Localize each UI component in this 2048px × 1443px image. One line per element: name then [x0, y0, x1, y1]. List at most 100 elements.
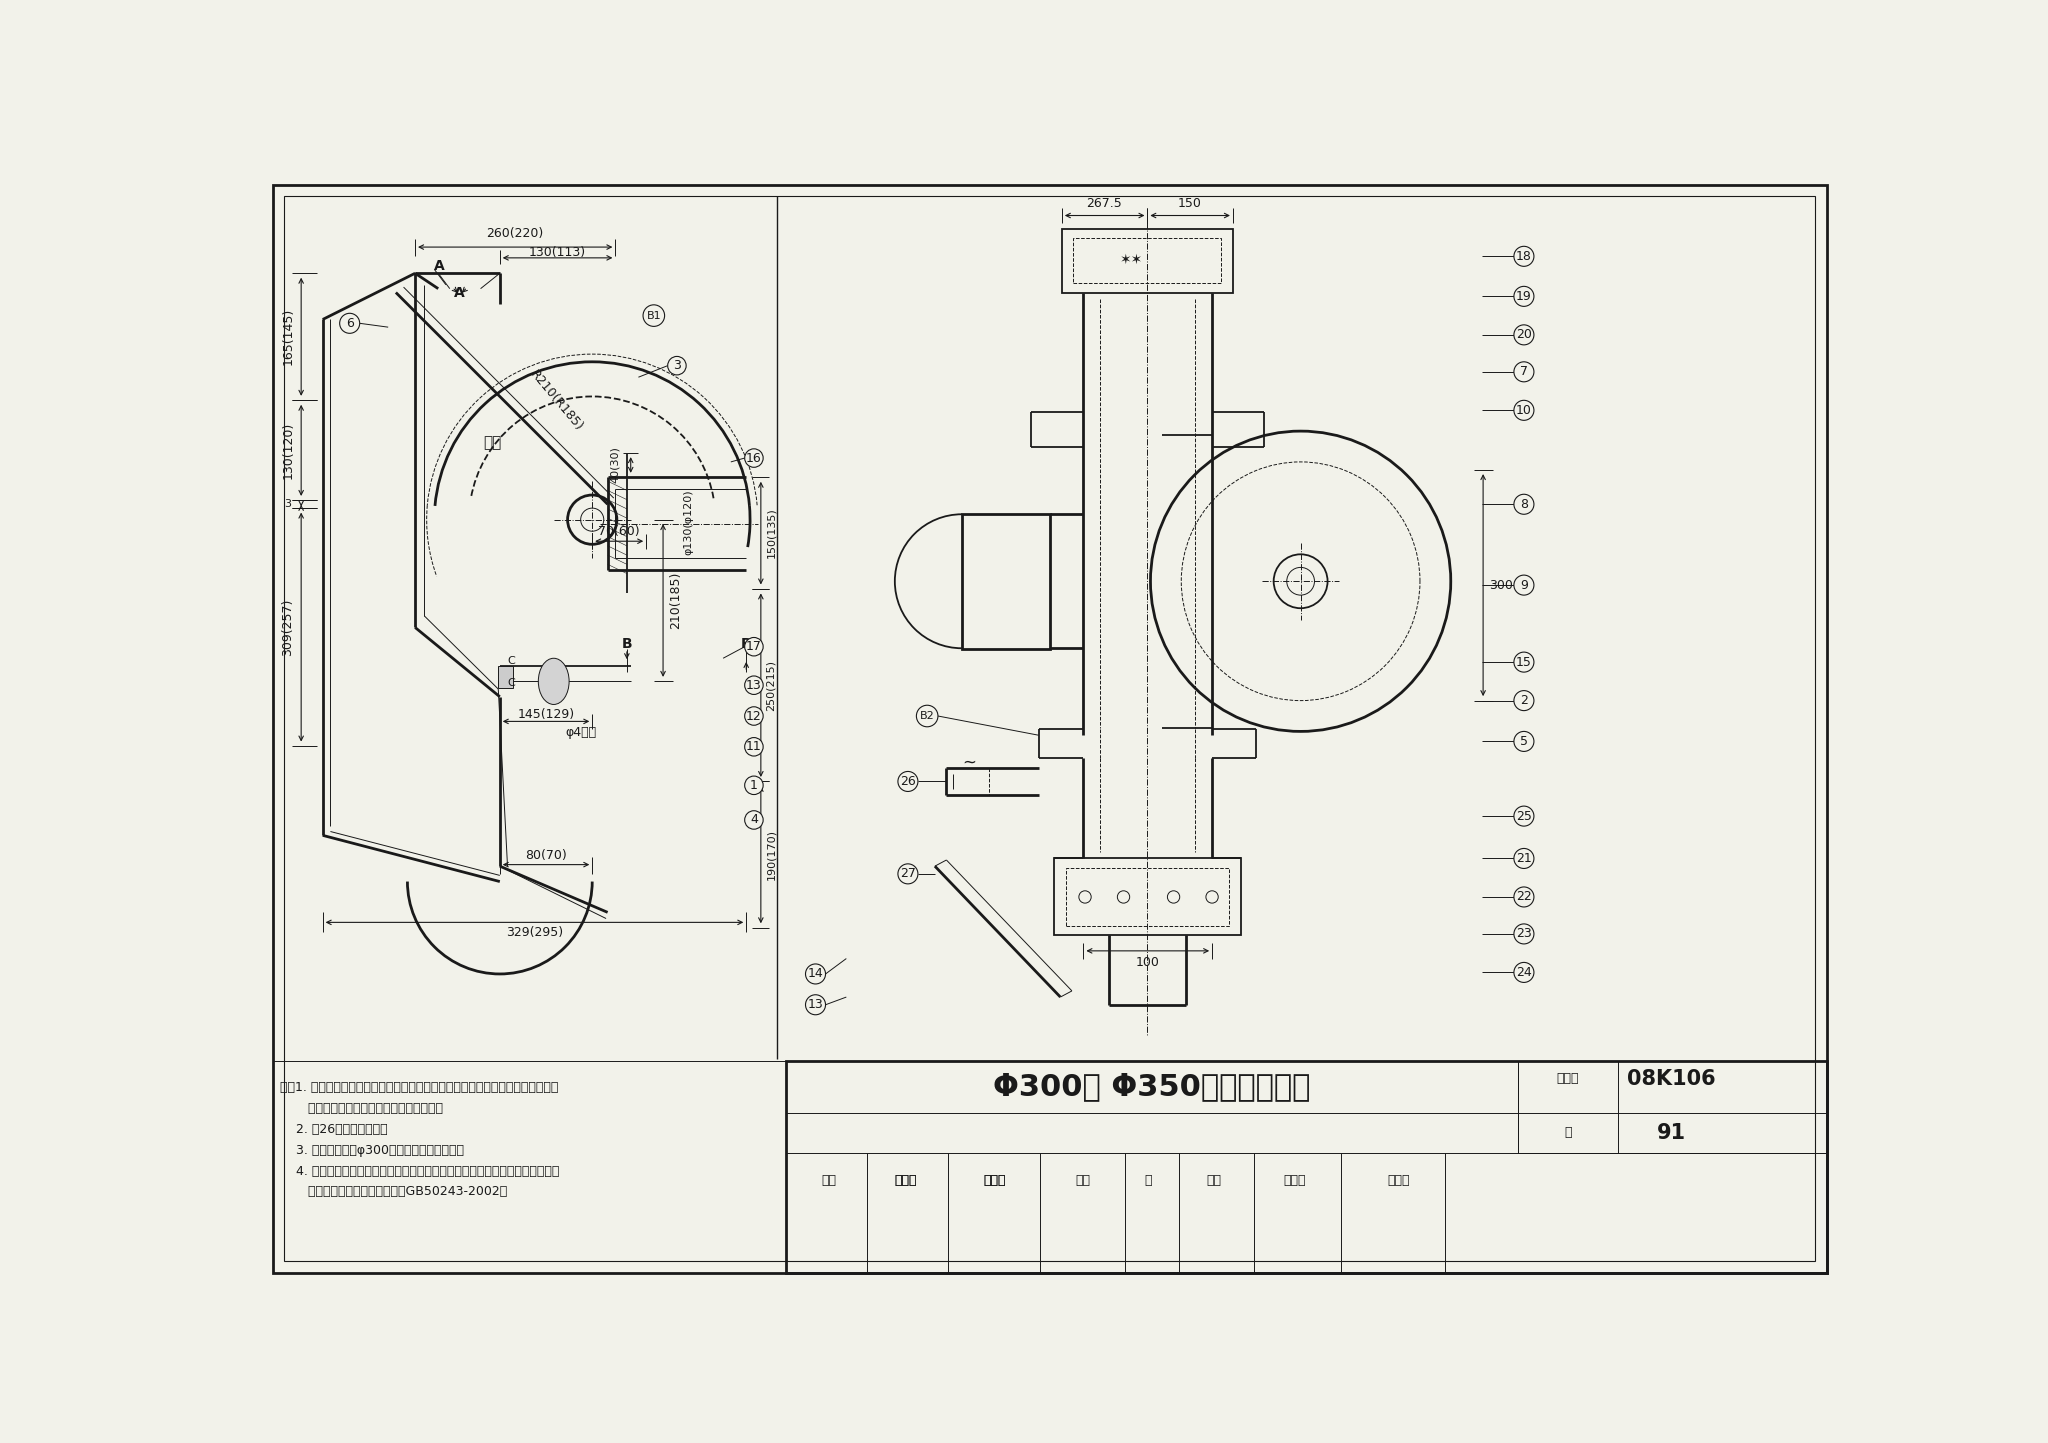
Circle shape	[1513, 286, 1534, 306]
Bar	[1055, 859, 1241, 935]
Circle shape	[745, 811, 764, 830]
Text: 校对成: 校对成	[983, 1173, 1006, 1186]
Circle shape	[1513, 887, 1534, 908]
Text: Φ300、 Φ350砂轮机排气罩: Φ300、 Φ350砂轮机排气罩	[993, 1072, 1311, 1101]
Text: B2: B2	[920, 711, 934, 722]
Text: R210(R185): R210(R185)	[526, 368, 586, 433]
Text: 汉成: 汉成	[1075, 1173, 1090, 1186]
Text: 20: 20	[1516, 329, 1532, 342]
Text: 18: 18	[1516, 250, 1532, 263]
Circle shape	[745, 737, 764, 756]
Circle shape	[1513, 924, 1534, 944]
Circle shape	[1513, 962, 1534, 983]
Text: 130(113): 130(113)	[528, 245, 586, 258]
Bar	[786, 1061, 1827, 1273]
Text: 08K106: 08K106	[1628, 1069, 1716, 1088]
Circle shape	[745, 707, 764, 726]
Text: 侯爱民: 侯爱民	[895, 1173, 918, 1186]
Text: 雀: 雀	[1145, 1173, 1151, 1186]
Text: 17: 17	[745, 641, 762, 654]
Text: 15: 15	[1516, 655, 1532, 668]
Circle shape	[805, 994, 825, 1014]
Circle shape	[1513, 247, 1534, 267]
Bar	[963, 514, 1051, 649]
Text: 150(135): 150(135)	[766, 508, 776, 558]
Text: 空调工程施工质量验收规范》GB50243-2002。: 空调工程施工质量验收规范》GB50243-2002。	[281, 1185, 508, 1198]
Text: 150: 150	[1178, 198, 1202, 211]
Bar	[1063, 228, 1233, 293]
Circle shape	[1513, 807, 1534, 827]
Text: 250(215): 250(215)	[766, 659, 776, 711]
Text: 4: 4	[750, 814, 758, 827]
Text: φ130(φ120): φ130(φ120)	[684, 489, 694, 554]
Text: 210(185): 210(185)	[670, 571, 682, 629]
Text: 页: 页	[1565, 1126, 1571, 1139]
Circle shape	[668, 356, 686, 375]
Text: 许远超: 许远超	[1386, 1173, 1409, 1186]
Circle shape	[1513, 362, 1534, 382]
Text: 309(257): 309(257)	[281, 599, 295, 657]
Text: 14: 14	[807, 967, 823, 980]
Text: 19: 19	[1516, 290, 1532, 303]
Circle shape	[1513, 848, 1534, 869]
Text: 7: 7	[1520, 365, 1528, 378]
Text: B: B	[621, 638, 633, 651]
Text: ~: ~	[963, 753, 977, 771]
Text: 5: 5	[1520, 734, 1528, 747]
Text: 3: 3	[674, 359, 680, 372]
Text: 2: 2	[1520, 694, 1528, 707]
Text: 除，并更换砂轮机附件、支架及工作台。: 除，并更换砂轮机附件、支架及工作台。	[281, 1102, 442, 1115]
Text: A: A	[434, 258, 444, 273]
Text: 329(295): 329(295)	[506, 926, 563, 939]
Circle shape	[745, 638, 764, 657]
Text: 16: 16	[745, 452, 762, 465]
Text: C: C	[508, 678, 516, 688]
Text: 12: 12	[745, 710, 762, 723]
Text: 砂轮: 砂轮	[483, 436, 502, 450]
Text: 25: 25	[1516, 810, 1532, 823]
Bar	[1073, 238, 1221, 283]
Circle shape	[915, 706, 938, 727]
Text: 91: 91	[1657, 1123, 1686, 1143]
Text: 100: 100	[1135, 955, 1159, 968]
Text: 300: 300	[1489, 579, 1513, 592]
Circle shape	[1513, 400, 1534, 420]
Circle shape	[1513, 325, 1534, 345]
Text: C: C	[508, 655, 516, 665]
Text: 许远超: 许远超	[1284, 1173, 1307, 1186]
Text: 27: 27	[899, 867, 915, 880]
Circle shape	[745, 675, 764, 694]
Text: 6: 6	[346, 317, 354, 330]
Text: 145(129): 145(129)	[518, 709, 575, 722]
Text: B: B	[741, 638, 752, 651]
Text: 8: 8	[1520, 498, 1528, 511]
Text: 4. 与通风系统相连接的法兰，其螺孔与通风系统配钻，详见国家标准《通风与: 4. 与通风系统相连接的法兰，其螺孔与通风系统配钻，详见国家标准《通风与	[281, 1165, 559, 1177]
Bar	[1518, 1061, 1827, 1153]
Text: 165(145): 165(145)	[281, 307, 295, 365]
Text: 侯爱民: 侯爱民	[895, 1173, 918, 1186]
Circle shape	[340, 313, 360, 333]
Text: ✶✶: ✶✶	[1120, 253, 1143, 267]
Text: 267.5: 267.5	[1085, 198, 1122, 211]
Bar	[272, 1061, 786, 1273]
Text: 22: 22	[1516, 890, 1532, 903]
Text: 23: 23	[1516, 928, 1532, 941]
Text: 侯爱叼: 侯爱叼	[983, 1173, 1006, 1186]
Bar	[1065, 867, 1229, 926]
Text: A: A	[455, 286, 465, 300]
Text: 审核: 审核	[821, 1173, 836, 1186]
Text: 21: 21	[1516, 851, 1532, 864]
Text: 注：1. 机床两个砂轮安装左右对称排气罩各一个。安装时应将原有砂轮机防护罩拆: 注：1. 机床两个砂轮安装左右对称排气罩各一个。安装时应将原有砂轮机防护罩拆	[281, 1081, 559, 1094]
Circle shape	[897, 864, 918, 885]
Text: 9: 9	[1520, 579, 1528, 592]
Text: 80(70): 80(70)	[524, 848, 567, 861]
Text: 3. 括号内数字为φ300砂轮机排气罩的尺寸。: 3. 括号内数字为φ300砂轮机排气罩的尺寸。	[281, 1144, 465, 1157]
Text: 13: 13	[745, 678, 762, 691]
Text: 26: 26	[899, 775, 915, 788]
Circle shape	[745, 776, 764, 795]
Text: 70(60): 70(60)	[598, 525, 639, 538]
Text: 24: 24	[1516, 965, 1532, 978]
Text: φ4铆钉: φ4铆钉	[565, 726, 596, 739]
Text: 图集号: 图集号	[1556, 1072, 1579, 1085]
Text: 260(220): 260(220)	[487, 227, 545, 240]
